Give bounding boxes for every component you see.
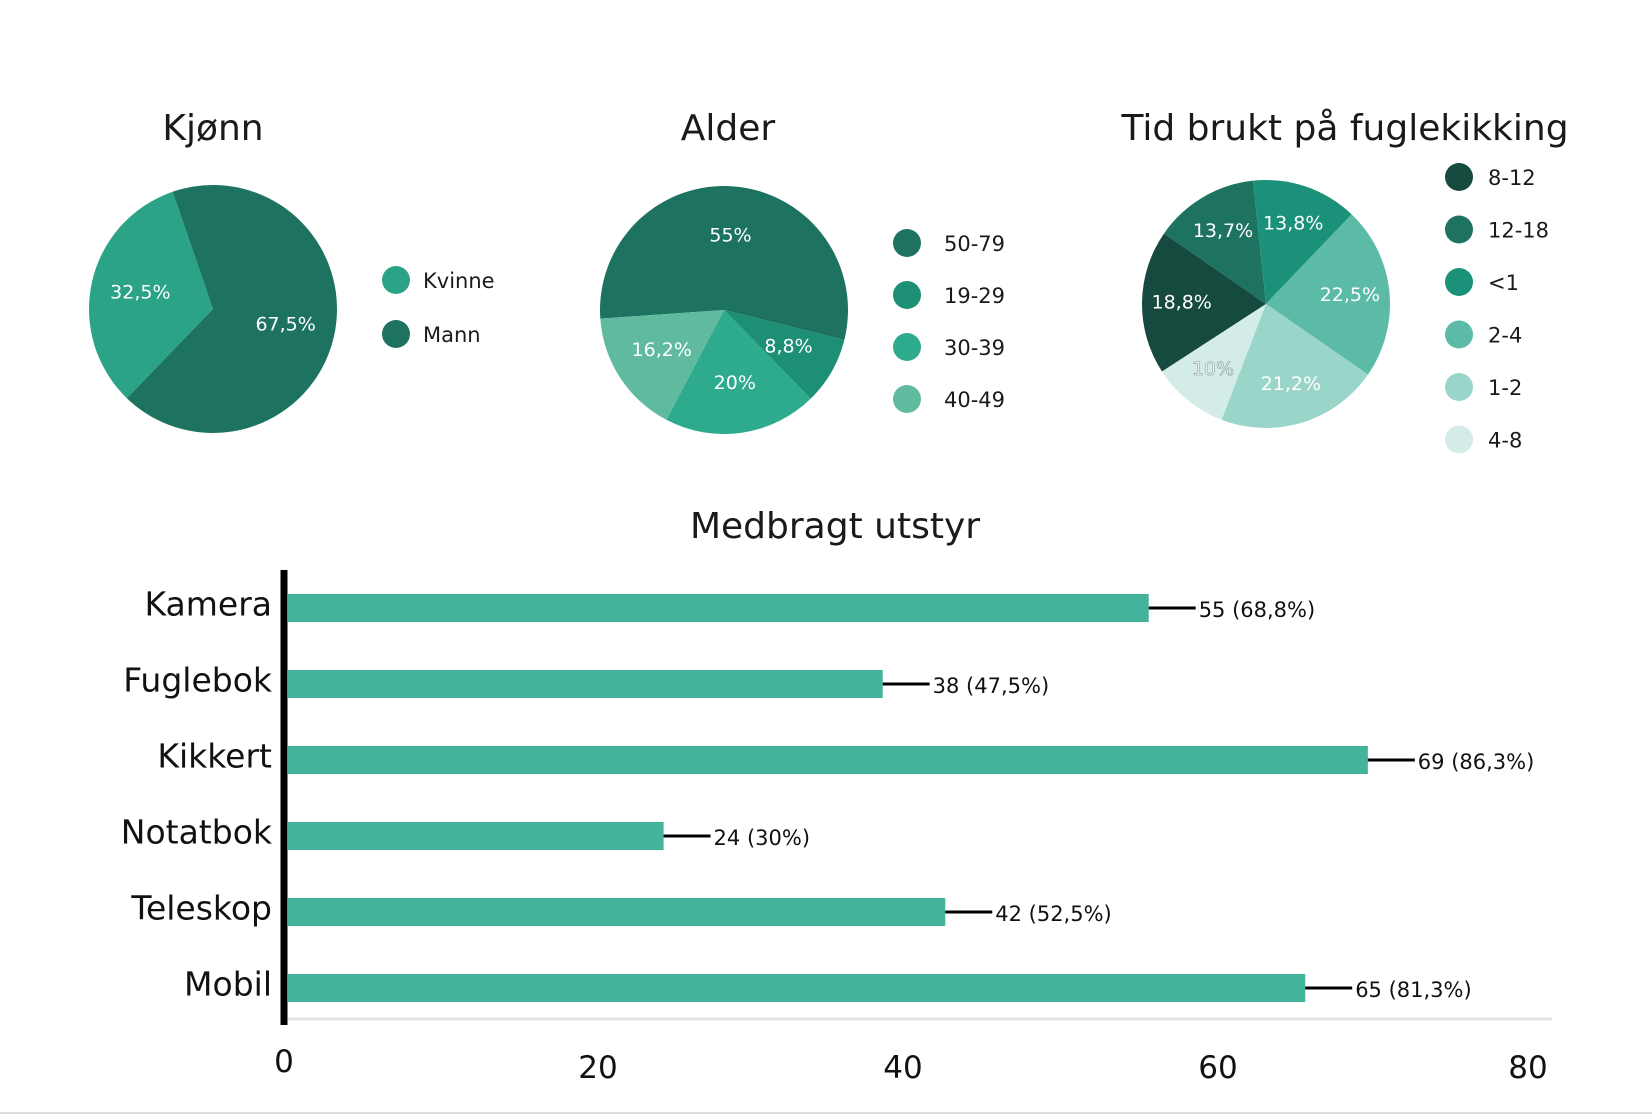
legend-label-mann: Mann	[423, 323, 481, 347]
bar-teleskop	[288, 898, 946, 926]
legend-label-12-18: 12-18	[1488, 219, 1549, 243]
slice-label: 10%	[1192, 358, 1234, 380]
data-label-fuglebok: 38 (47,5%)	[933, 674, 1050, 698]
slice-label: 13,7%	[1193, 220, 1253, 242]
legend-swatch-kvinne	[382, 266, 410, 294]
slice-label: 32,5%	[110, 281, 170, 303]
bar-title: Medbragt utstyr	[690, 506, 980, 547]
slice-label: 8,8%	[764, 336, 812, 358]
legend-label-1: <1	[1488, 271, 1519, 295]
slice-label: 21,2%	[1261, 373, 1321, 395]
category-label-mobil: Mobil	[184, 965, 272, 1004]
x-tick-label-40: 40	[883, 1050, 922, 1086]
pie-chart-tid: 18,8% 13,7% 13,8% 22,5% 21,2% 10% 8-12 12-18 <1 2…	[1142, 163, 1549, 454]
slice-label: 13,8%	[1263, 213, 1323, 235]
pie-slice-tid-brukt-p-fuglekikking-1-2	[1221, 304, 1368, 428]
data-label-notatbok: 24 (30%)	[714, 826, 810, 850]
legend-label-50-79: 50-79	[944, 232, 1005, 256]
x-tick-label-60: 60	[1198, 1050, 1237, 1086]
category-label-kikkert: Kikkert	[157, 737, 272, 776]
pie-title-alder: Alder	[681, 108, 776, 149]
legend-label-8-12: 8-12	[1488, 166, 1536, 190]
x-tick-label-0: 0	[274, 1044, 294, 1080]
category-label-teleskop: Teleskop	[130, 889, 272, 928]
legend-swatch-4-8	[1445, 425, 1473, 454]
pie-slice-alder-19-29	[724, 310, 845, 399]
slice-label: 18,8%	[1152, 291, 1212, 313]
data-label-kamera: 55 (68,8%)	[1199, 598, 1316, 622]
legend-swatch-mann	[382, 320, 410, 348]
pie-title-tid: Tid brukt på fuglekikking	[1120, 108, 1568, 149]
pie-slice-kj-nn-mann	[126, 184, 338, 433]
pie-slice-alder-50-79	[600, 185, 848, 340]
legend-swatch-19-29	[893, 281, 921, 309]
x-tick-label-80: 80	[1508, 1050, 1547, 1086]
slice-label: 22,5%	[1320, 284, 1380, 306]
pie-chart-kjonn: 32,5% 67,5% Kvinne Mann	[89, 184, 495, 433]
pie-chart-alder: 55% 8,8% 20% 16,2% 50-79 19-29 30-39 40-49	[600, 185, 1005, 434]
legend-label-30-39: 30-39	[944, 336, 1005, 360]
pie-slice-tid-brukt-p-fuglekikking-8-12	[1142, 233, 1266, 372]
legend-label-2-4: 2-4	[1488, 324, 1522, 348]
legend-label-19-29: 19-29	[944, 284, 1005, 308]
bar-kikkert	[288, 746, 1368, 774]
pie-slice-tid-brukt-p-fuglekikking-2-4	[1266, 214, 1390, 375]
pie-slice-alder-40-49	[600, 310, 724, 420]
legend-label-40-49: 40-49	[944, 388, 1005, 412]
slice-label: 55%	[709, 224, 751, 246]
legend-label-kvinne: Kvinne	[423, 269, 495, 293]
data-label-mobil: 65 (81,3%)	[1355, 978, 1472, 1002]
bar-kamera	[288, 594, 1149, 622]
slice-label: 67,5%	[255, 314, 315, 336]
category-label-kamera: Kamera	[144, 585, 272, 624]
legend-swatch-40-49	[893, 385, 921, 413]
pie-slice-tid-brukt-p-fuglekikking-4-8	[1162, 304, 1266, 420]
legend-swatch-12-18	[1445, 215, 1473, 244]
legend-swatch-50-79	[893, 229, 921, 257]
x-tick-label-20: 20	[578, 1050, 617, 1086]
pie-slice-alder-30-39	[666, 310, 811, 434]
category-label-notatbok: Notatbok	[121, 813, 273, 852]
pie-slice-tid-brukt-p-fuglekikking-12-18	[1164, 180, 1266, 304]
data-label-kikkert: 69 (86,3%)	[1418, 750, 1535, 774]
legend-swatch-30-39	[893, 333, 921, 361]
legend-swatch-2-4	[1445, 320, 1473, 349]
legend-label-1-2: 1-2	[1488, 376, 1522, 400]
data-label-teleskop: 42 (52,5%)	[995, 902, 1112, 926]
category-label-fuglebok: Fuglebok	[123, 661, 273, 700]
slice-label: 20%	[714, 372, 756, 394]
bar-notatbok	[288, 822, 664, 850]
pie-slice-tid-brukt-p-fuglekikking-1	[1253, 180, 1352, 304]
legend-label-4-8: 4-8	[1488, 429, 1522, 453]
pie-slice-kj-nn-kvinne	[89, 191, 213, 399]
bottom-divider	[0, 1112, 1652, 1114]
slice-label: 16,2%	[632, 339, 692, 361]
legend-swatch-1-2	[1445, 373, 1473, 401]
pie-title-kjonn: Kjønn	[162, 108, 263, 149]
bar-chart-utstyr: 55 (68,8%) Kamera 38 (47,5%) Fuglebok 69 (86…	[121, 570, 1552, 1086]
bar-fuglebok	[288, 670, 883, 698]
legend-swatch-8-12	[1445, 163, 1473, 191]
bar-mobil	[288, 974, 1306, 1002]
legend-swatch-1	[1445, 268, 1473, 296]
